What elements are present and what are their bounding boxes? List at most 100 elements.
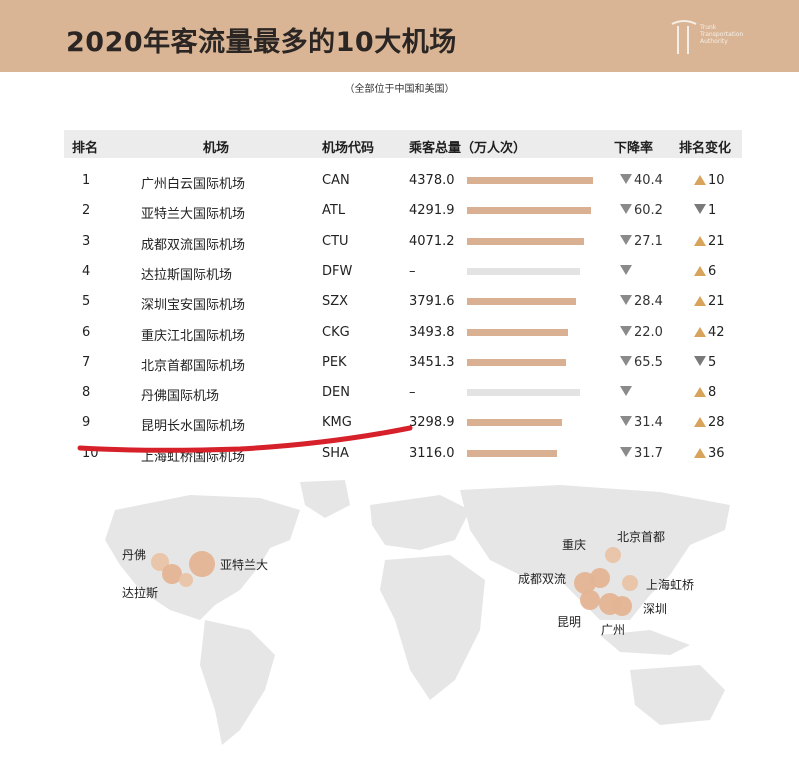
row-airport-code: CKG xyxy=(322,324,350,340)
shanghai-marker xyxy=(622,575,638,591)
row-rank-change-value: 28 xyxy=(708,415,725,431)
row-rank-change: 36 xyxy=(694,446,725,461)
row-rank-change-value: 6 xyxy=(708,263,717,279)
up-triangle-icon xyxy=(694,326,706,337)
city-label-shenzhen: 深圳 xyxy=(643,602,668,616)
passenger-bar xyxy=(467,177,593,184)
passenger-bar xyxy=(467,267,580,275)
row-rank: 9 xyxy=(82,415,91,431)
row-airport-code: CAN xyxy=(322,173,350,188)
down-triangle-icon xyxy=(620,325,632,336)
down-triangle-icon xyxy=(620,295,632,306)
row-rank-change: 8 xyxy=(694,385,716,400)
row-decline: 31.7 xyxy=(620,446,663,461)
row-rank: 4 xyxy=(82,263,91,279)
row-decline-value: 60.2 xyxy=(634,203,663,219)
row-airport-code: DFW xyxy=(322,263,353,279)
row-airport-name: 成都双流国际机场 xyxy=(141,237,246,253)
passenger-bar xyxy=(467,328,568,336)
row-passengers: 4291.9 xyxy=(409,203,455,219)
up-triangle-icon xyxy=(694,417,706,428)
row-decline: 40.4 xyxy=(620,173,663,188)
row-airport-name: 丹佛国际机场 xyxy=(141,389,220,405)
row-passengers: – xyxy=(409,385,416,401)
down-triangle-icon xyxy=(620,355,632,366)
row-airport-code: PEK xyxy=(322,354,347,370)
passenger-bar xyxy=(467,389,580,397)
row-decline: 60.2 xyxy=(620,203,663,218)
up-triangle-icon xyxy=(694,387,706,398)
row-rank: 6 xyxy=(82,324,91,340)
row-rank: 2 xyxy=(82,203,91,219)
row-passengers: 3791.6 xyxy=(409,294,455,310)
row-decline-value: 22.0 xyxy=(634,324,663,340)
row-rank: 8 xyxy=(82,385,91,401)
row-decline: 31.4 xyxy=(620,415,663,430)
row-rank-change: 6 xyxy=(694,264,716,279)
row-decline-value: 31.7 xyxy=(634,445,663,461)
down-triangle-icon xyxy=(620,264,632,275)
down-triangle-icon xyxy=(620,174,632,184)
down-triangle-icon xyxy=(694,355,706,366)
up-triangle-icon xyxy=(694,175,706,185)
passenger-bar xyxy=(467,449,557,457)
down-triangle-icon xyxy=(620,386,632,397)
row-rank: 3 xyxy=(82,233,91,249)
passenger-bar xyxy=(467,207,591,215)
row-passengers: 3116.0 xyxy=(409,445,455,461)
row-rank-change: 10 xyxy=(694,173,725,188)
header-decline: 下降率 xyxy=(614,141,654,156)
dallas-marker xyxy=(162,564,182,584)
passenger-bar xyxy=(467,419,562,427)
logo-text: Trunk Transportation Authority xyxy=(700,24,744,45)
row-decline-value: 40.4 xyxy=(634,173,663,188)
row-rank-change: 28 xyxy=(694,415,725,430)
row-airport-code: SZX xyxy=(322,294,349,310)
row-passengers: – xyxy=(409,263,416,279)
row-rank-change: 21 xyxy=(694,234,725,249)
kunming-marker xyxy=(580,590,600,610)
australia-shape xyxy=(630,665,725,725)
row-rank: 7 xyxy=(82,354,91,370)
up-triangle-icon xyxy=(694,296,706,307)
row-rank-change-value: 8 xyxy=(708,385,717,401)
row-rank-change: 21 xyxy=(694,294,725,309)
city-label-chengdu: 成都双流 xyxy=(518,572,567,586)
down-triangle-icon xyxy=(620,446,632,457)
atlanta-marker xyxy=(189,551,215,577)
city-label-chongqing: 重庆 xyxy=(562,538,587,552)
row-passengers: 4378.0 xyxy=(409,173,455,188)
logo-icon xyxy=(671,20,697,54)
city-label-denver: 丹佛 xyxy=(122,548,147,562)
row-rank: 5 xyxy=(82,294,91,310)
header-rank-change: 排名变化 xyxy=(679,141,732,156)
asia-shape xyxy=(460,485,730,620)
row-passengers: 3298.9 xyxy=(409,415,455,431)
row-rank: 1 xyxy=(82,173,91,188)
down-triangle-icon xyxy=(620,204,632,215)
row-rank-change-value: 36 xyxy=(708,445,725,461)
row-rank-change-value: 5 xyxy=(708,354,717,370)
city-label-dallas: 达拉斯 xyxy=(122,586,159,600)
row-airport-code: SHA xyxy=(322,445,349,461)
row-decline: 27.1 xyxy=(620,234,663,249)
row-airport-code: CTU xyxy=(322,233,349,249)
row-decline: 65.5 xyxy=(620,355,663,370)
row-rank-change: 1 xyxy=(694,203,716,218)
row-passengers: 3493.8 xyxy=(409,324,455,340)
beijing-marker xyxy=(605,547,621,563)
greenland-shape xyxy=(300,480,350,518)
up-triangle-icon xyxy=(694,265,706,276)
row-rank: 10 xyxy=(82,445,99,461)
row-airport-code: KMG xyxy=(322,415,352,431)
row-rank-change: 5 xyxy=(694,355,716,370)
row-rank-change-value: 21 xyxy=(708,233,725,249)
row-airport-code: ATL xyxy=(322,203,346,219)
row-rank-change-value: 21 xyxy=(708,294,725,310)
down-triangle-icon xyxy=(620,416,632,427)
city-label-shanghai: 上海虹桥 xyxy=(646,578,695,592)
header-code: 机场代码 xyxy=(322,141,375,156)
row-decline: 28.4 xyxy=(620,294,663,309)
row-decline-value: 27.1 xyxy=(634,233,663,249)
row-airport-name: 北京首都国际机场 xyxy=(141,358,246,374)
